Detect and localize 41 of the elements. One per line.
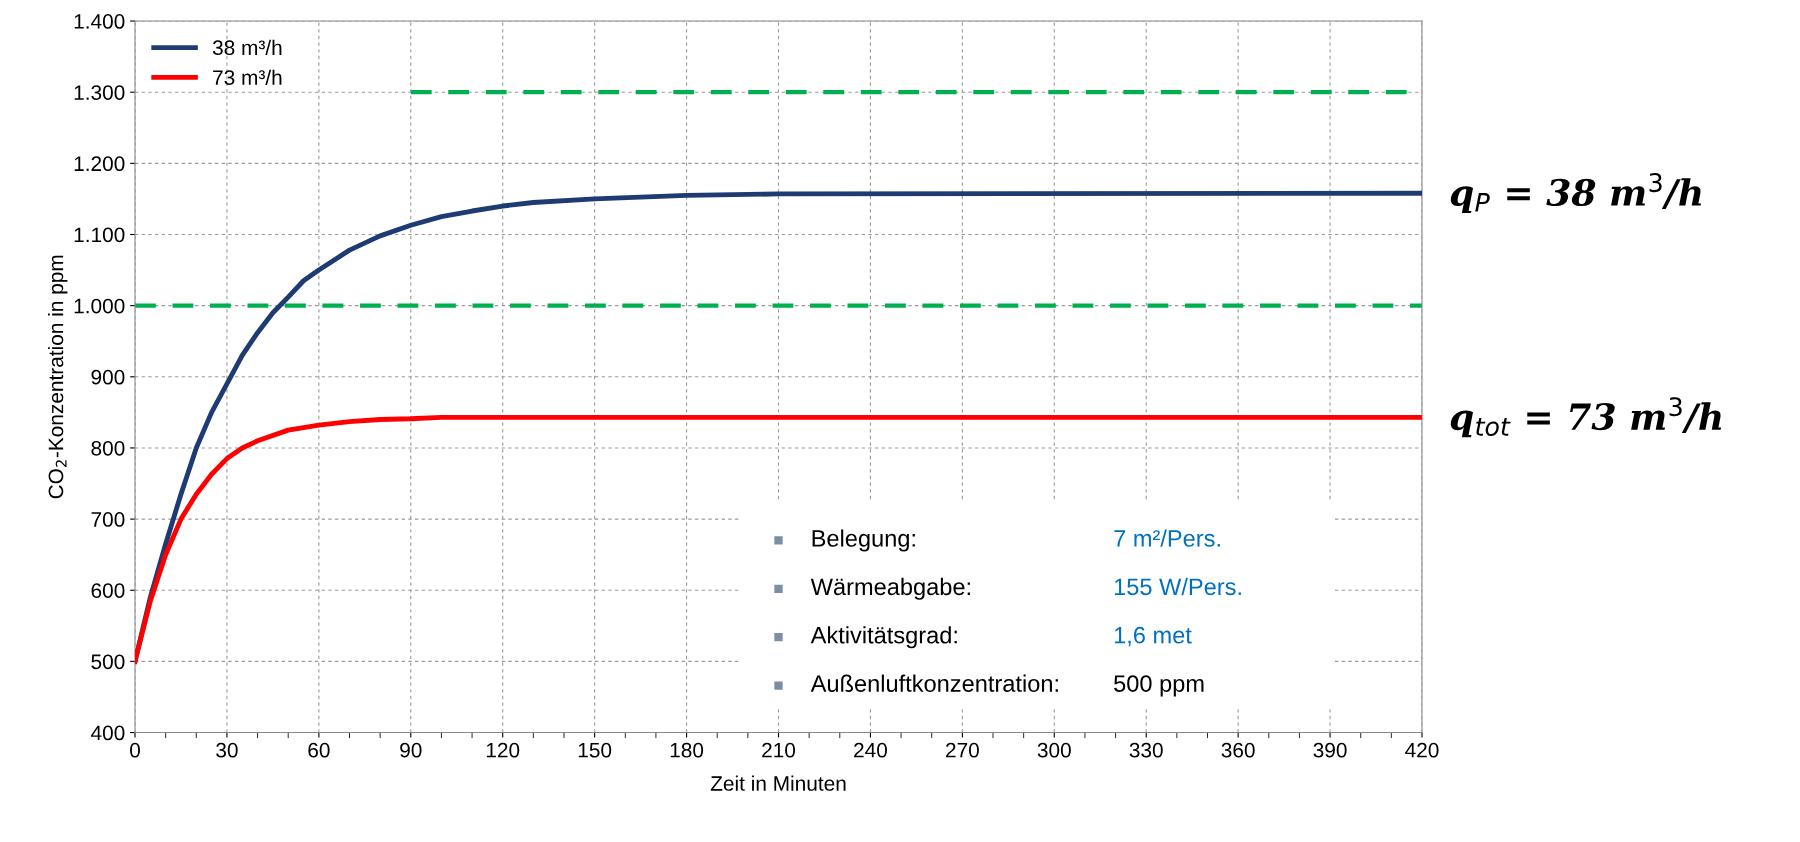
y-tick-label: 1.000 — [74, 298, 125, 314]
y-tick-label: 400 — [91, 725, 125, 741]
y-tick-label: 600 — [91, 583, 125, 598]
y-axis-title: CO$_{2}$-Konzentration in ppm — [48, 255, 68, 499]
y-tick-label: 1.400 — [74, 14, 125, 29]
annotation: 500 ppm — [1114, 675, 1204, 697]
y-tick-label: 900 — [91, 369, 125, 385]
annotation: 1,6 met — [1114, 626, 1192, 647]
annotation: Wärmeabgabe: — [810, 577, 970, 600]
text: q$_{tot}$ = 73 m$^{3}$/h — [1450, 397, 1722, 438]
x-tick-label: 270 — [946, 742, 979, 758]
x-tick-label: 0 — [130, 742, 140, 758]
x-tick-label: 180 — [670, 742, 704, 758]
x-tick-label: 90 — [400, 742, 422, 758]
annotation: Außenluftkonzentration: — [810, 674, 1058, 692]
x-axis-title: Zeit in Minuten — [710, 775, 846, 791]
x-tick-label: 300 — [1037, 742, 1071, 758]
x-tick-label: 420 — [1405, 742, 1439, 758]
x-tick-label: 120 — [486, 742, 520, 758]
x-tick-label: 150 — [578, 742, 612, 758]
x-tick-label: 60 — [308, 742, 330, 758]
x-tick-label: 390 — [1313, 742, 1347, 758]
x-tick-label: 240 — [854, 742, 887, 758]
annotation: Aktivitätsgrad: — [810, 626, 957, 649]
x-tick-label: 30 — [216, 742, 238, 758]
annotation: Belegung: — [812, 529, 915, 552]
x-tick-label: 210 — [762, 742, 796, 758]
y-tick-label: 700 — [91, 512, 125, 527]
annotation: 155 W/Pers. — [1114, 577, 1241, 596]
y-tick-label: 1.300 — [74, 85, 125, 100]
x-tick-label: 360 — [1221, 742, 1255, 758]
y-tick-label: 800 — [91, 440, 125, 456]
y-tick-label: 1.100 — [74, 227, 125, 243]
y-tick-label: 500 — [91, 654, 125, 670]
legend-label: 38 m³/h — [212, 39, 282, 56]
y-tick-label: 1.200 — [74, 156, 125, 172]
annotation: 7 m²/Pers. — [1114, 529, 1220, 547]
x-tick-label: 330 — [1129, 742, 1163, 758]
line-series — [135, 414, 1422, 664]
text: q$_{P}$ = 38 m$^{3}$/h — [1450, 173, 1702, 214]
legend-label: 73 m³/h — [213, 69, 282, 85]
